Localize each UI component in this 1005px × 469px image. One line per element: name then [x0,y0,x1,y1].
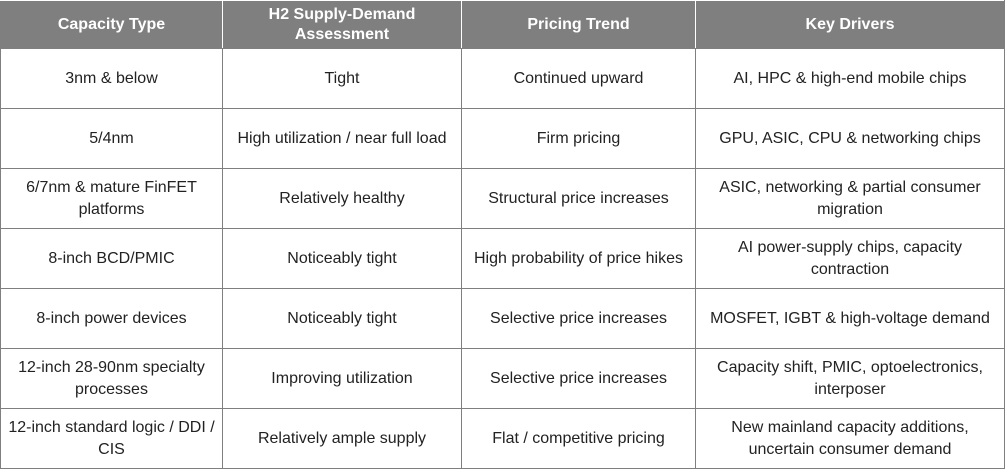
table-row: 12-inch standard logic / DDI / CIS Relat… [0,408,1005,469]
cell-key-drivers: GPU, ASIC, CPU & networking chips [695,108,1005,169]
header-supply-demand-assessment: H2 Supply-Demand Assessment [222,0,462,49]
header-key-drivers: Key Drivers [695,0,1005,49]
cell-pricing-trend: Selective price increases [461,348,696,409]
cell-supply-demand: High utilization / near full load [222,108,462,169]
table-row: 12-inch 28-90nm specialty processes Impr… [0,348,1005,409]
table-row: 6/7nm & mature FinFET platforms Relative… [0,168,1005,229]
cell-capacity-type: 8-inch power devices [0,288,223,349]
cell-capacity-type: 12-inch standard logic / DDI / CIS [0,408,223,469]
cell-pricing-trend: Flat / competitive pricing [461,408,696,469]
cell-pricing-trend: Selective price increases [461,288,696,349]
cell-capacity-type: 3nm & below [0,48,223,109]
cell-supply-demand: Relatively ample supply [222,408,462,469]
cell-key-drivers: AI power-supply chips, capacity contract… [695,228,1005,289]
table-body: 3nm & below Tight Continued upward AI, H… [0,48,1005,469]
cell-supply-demand: Noticeably tight [222,228,462,289]
cell-pricing-trend: Continued upward [461,48,696,109]
table-row: 8-inch BCD/PMIC Noticeably tight High pr… [0,228,1005,289]
cell-pricing-trend: Structural price increases [461,168,696,229]
table-row: 3nm & below Tight Continued upward AI, H… [0,48,1005,109]
cell-capacity-type: 8-inch BCD/PMIC [0,228,223,289]
cell-supply-demand: Improving utilization [222,348,462,409]
cell-capacity-type: 6/7nm & mature FinFET platforms [0,168,223,229]
cell-key-drivers: New mainland capacity additions, uncerta… [695,408,1005,469]
table-row: 5/4nm High utilization / near full load … [0,108,1005,169]
cell-key-drivers: AI, HPC & high-end mobile chips [695,48,1005,109]
cell-supply-demand: Relatively healthy [222,168,462,229]
cell-key-drivers: MOSFET, IGBT & high-voltage demand [695,288,1005,349]
cell-pricing-trend: Firm pricing [461,108,696,169]
table-header: Capacity Type H2 Supply-Demand Assessmen… [0,0,1005,49]
cell-key-drivers: Capacity shift, PMIC, optoelectronics, i… [695,348,1005,409]
table-row: 8-inch power devices Noticeably tight Se… [0,288,1005,349]
cell-key-drivers: ASIC, networking & partial consumer migr… [695,168,1005,229]
cell-capacity-type: 12-inch 28-90nm specialty processes [0,348,223,409]
cell-pricing-trend: High probability of price hikes [461,228,696,289]
header-pricing-trend: Pricing Trend [461,0,696,49]
cell-capacity-type: 5/4nm [0,108,223,169]
cell-supply-demand: Tight [222,48,462,109]
header-row: Capacity Type H2 Supply-Demand Assessmen… [0,0,1005,49]
header-capacity-type: Capacity Type [0,0,223,49]
cell-supply-demand: Noticeably tight [222,288,462,349]
